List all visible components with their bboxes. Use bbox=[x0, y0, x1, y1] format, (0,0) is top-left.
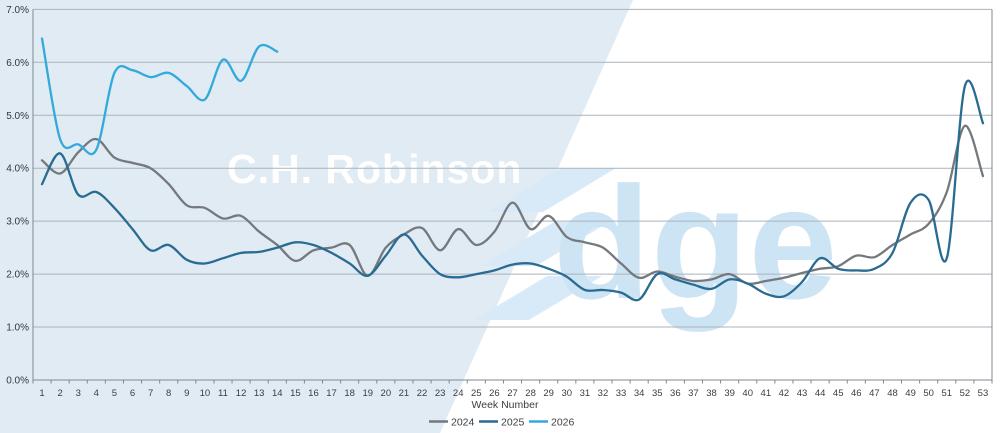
x-tick-label: 16 bbox=[308, 388, 319, 399]
x-tick-label: 21 bbox=[399, 388, 410, 399]
x-tick-label: 12 bbox=[236, 388, 247, 399]
x-axis-title: Week Number bbox=[472, 399, 539, 411]
y-tick-label: 7.0% bbox=[6, 5, 29, 16]
x-tick-label: 25 bbox=[471, 388, 482, 399]
x-tick-label: 11 bbox=[218, 388, 228, 399]
x-tick-label: 1 bbox=[39, 388, 44, 399]
x-tick-label: 7 bbox=[148, 388, 153, 399]
x-tick-label: 22 bbox=[417, 388, 428, 399]
x-tick-label: 42 bbox=[779, 388, 790, 399]
x-tick-label: 9 bbox=[184, 388, 189, 399]
x-tick-label: 19 bbox=[362, 388, 373, 399]
series-line-2024 bbox=[40, 124, 985, 286]
x-tick-label: 29 bbox=[543, 388, 554, 399]
x-tick-label: 28 bbox=[525, 388, 536, 399]
y-axis-labels: 0.0% 1.0% 2.0% 3.0% 4.0% 5.0% 6.0% 7.0% bbox=[6, 5, 29, 387]
gridlines bbox=[33, 8, 992, 328]
x-tick-label: 8 bbox=[166, 388, 171, 399]
x-tick-label: 43 bbox=[797, 388, 808, 399]
chart-legend: 2024 2025 2026 bbox=[429, 417, 575, 429]
x-tick-label: 33 bbox=[616, 388, 627, 399]
x-tick-label: 15 bbox=[290, 388, 301, 399]
x-tick-label: 26 bbox=[489, 388, 500, 399]
y-tick-label: 1.0% bbox=[6, 323, 29, 334]
x-tick-label: 10 bbox=[200, 388, 211, 399]
x-tick-label: 37 bbox=[688, 388, 699, 399]
x-tick-label: 51 bbox=[941, 388, 952, 399]
x-tick-label: 18 bbox=[344, 388, 355, 399]
series-lines bbox=[40, 37, 985, 302]
y-tick-label: 2.0% bbox=[6, 270, 29, 281]
series-line-2026 bbox=[40, 37, 279, 156]
x-tick-label: 46 bbox=[851, 388, 862, 399]
x-tick-label: 31 bbox=[580, 388, 591, 399]
x-tick-label: 41 bbox=[761, 388, 772, 399]
y-tick-label: 5.0% bbox=[6, 111, 29, 122]
edge-logo-bar-icon bbox=[488, 168, 616, 212]
x-tick-label: 30 bbox=[561, 388, 572, 399]
x-tick-label: 47 bbox=[869, 388, 880, 399]
edge-logo-bar-icon bbox=[474, 276, 602, 320]
x-tick-label: 40 bbox=[742, 388, 753, 399]
x-tick-label: 52 bbox=[960, 388, 971, 399]
x-tick-label: 32 bbox=[598, 388, 609, 399]
x-tick-label: 53 bbox=[978, 388, 989, 399]
x-tick-label: 39 bbox=[724, 388, 735, 399]
x-tick-label: 5 bbox=[112, 388, 117, 399]
x-tick-label: 27 bbox=[507, 388, 518, 399]
watermark-edge-text: dge bbox=[553, 153, 837, 332]
legend-label-2024: 2024 bbox=[451, 417, 475, 429]
y-tick-label: 0.0% bbox=[6, 376, 29, 387]
y-tick-label: 4.0% bbox=[6, 164, 29, 175]
x-tick-label: 34 bbox=[634, 388, 645, 399]
edge-logo-bar-icon bbox=[481, 222, 609, 266]
plot-frame bbox=[32, 9, 993, 384]
x-tick-label: 48 bbox=[887, 388, 898, 399]
x-tick-label: 13 bbox=[254, 388, 265, 399]
x-tick-label: 38 bbox=[706, 388, 717, 399]
x-tick-label: 44 bbox=[815, 388, 826, 399]
y-tick-label: 6.0% bbox=[6, 58, 29, 69]
watermark-brand-text: C.H. Robinson bbox=[227, 146, 522, 192]
background-diagonal-white bbox=[440, 0, 1000, 433]
x-tick-label: 4 bbox=[94, 388, 99, 399]
x-tick-label: 36 bbox=[670, 388, 681, 399]
x-tick-label: 50 bbox=[923, 388, 934, 399]
y-tick-label: 3.0% bbox=[6, 217, 29, 228]
legend-label-2026: 2026 bbox=[551, 417, 575, 429]
x-tick-label: 20 bbox=[381, 388, 392, 399]
x-axis-labels: 1 2 3 4 5 6 7 8 9 10 11 12 13 14 15 16 17 18 19 20 21 22 23 24 2… bbox=[39, 388, 988, 399]
x-tick-label: 24 bbox=[453, 388, 464, 399]
series-line-2025 bbox=[40, 79, 985, 302]
x-tick-label: 3 bbox=[76, 388, 81, 399]
x-tick-label: 49 bbox=[905, 388, 916, 399]
x-tick-label: 14 bbox=[272, 388, 283, 399]
x-tick-label: 17 bbox=[326, 388, 337, 399]
x-tick-label: 35 bbox=[652, 388, 663, 399]
x-tick-label: 6 bbox=[130, 388, 135, 399]
x-tick-label: 45 bbox=[833, 388, 844, 399]
legend-label-2025: 2025 bbox=[501, 417, 525, 429]
watermark-edge-logo: dge bbox=[474, 153, 837, 332]
x-tick-label: 2 bbox=[57, 388, 62, 399]
x-tick-label: 23 bbox=[435, 388, 446, 399]
